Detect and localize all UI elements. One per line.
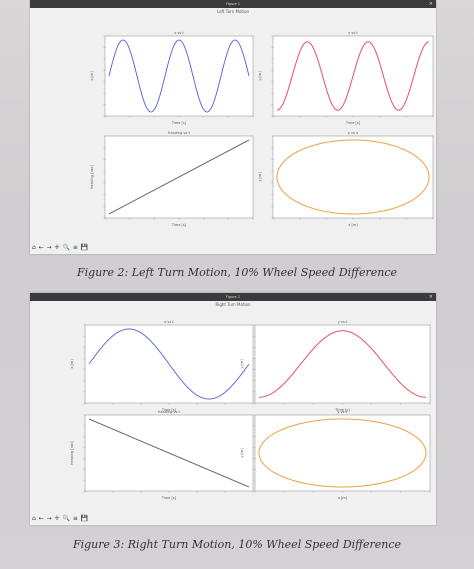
x-axis-label: Time [s] (171, 223, 187, 227)
subplot-y-vs-x: y vs x x [m] y [m] (240, 410, 431, 500)
x-axis-label: Time [s] (345, 121, 361, 125)
figure-window-1: Figure 1 × Left Turn Motion x vs t Time [… (30, 0, 436, 254)
y-axis-label: x [m] (70, 359, 74, 369)
series-line (258, 418, 427, 488)
axes-frame (104, 35, 254, 117)
figure-caption: Figure 3: Right Turn Motion, 10% Wheel S… (72, 538, 402, 551)
plot-toolbar[interactable]: ⌂ ← → ✛ 🔍 ≡ 💾 (32, 515, 89, 522)
plot-grid: x vs t Time [s] x [m] y vs t Time [s] y [m] he… (90, 31, 434, 227)
plot-toolbar[interactable]: ⌂ ← → ✛ 🔍 ≡ 💾 (32, 244, 89, 251)
y-axis-label: x [m] (90, 71, 94, 81)
figure-suptitle: Right Turn Motion (215, 302, 251, 307)
y-axis-label: heading [rad] (90, 164, 94, 188)
subplot-title: heading vs t (168, 131, 190, 135)
subplot-title: y vs x (337, 410, 347, 414)
subplot-x-vs-t: x vs t Time [s] x [m] (70, 320, 254, 412)
series-line (88, 418, 250, 488)
subplot-y-vs-t: y vs t Time [s] y [m] (240, 320, 431, 412)
figure-suptitle: Left Turn Motion (216, 9, 250, 14)
subplot-title: y vs x (348, 131, 358, 135)
axes-frame (272, 135, 434, 219)
y-axis-label: y [m] (240, 359, 244, 369)
subplot-title: x vs t (174, 31, 184, 35)
series-line (88, 328, 250, 400)
series-line (108, 139, 250, 215)
y-axis-label: heading [rad] (70, 440, 74, 464)
x-axis-label: Time [s] (171, 121, 187, 125)
series-line (276, 139, 430, 215)
series-line (276, 41, 430, 111)
subplot-title: y vs t (348, 31, 358, 35)
subplot-heading-vs-t: heading vs t Time [s] heading [rad] (90, 131, 254, 227)
subplot-x-vs-t: x vs t Time [s] x [m] (90, 31, 254, 125)
axes-frame (254, 324, 431, 404)
series-line (108, 39, 250, 113)
window-titlebar: Figure 1 × (30, 0, 436, 8)
window-titlebar: Figure 2 × (30, 293, 436, 301)
x-axis-label: x [m] (338, 496, 348, 500)
window-title: Figure 1 (225, 2, 241, 6)
plot-grid: x vs t Time [s] x [m] y vs t Time [s] y [m] he… (70, 320, 431, 500)
figure-caption: Figure 2: Left Turn Motion, 10% Wheel Sp… (77, 266, 397, 279)
x-axis-label: Time [s] (161, 496, 177, 500)
y-axis-label: y [m] (240, 448, 244, 458)
close-icon[interactable]: × (428, 294, 433, 300)
subplot-y-vs-t: y vs t Time [s] y [m] (258, 31, 434, 125)
window-title: Figure 2 (225, 295, 241, 299)
y-axis-label: y [m] (258, 172, 262, 182)
close-icon[interactable]: × (428, 1, 433, 7)
subplot-title: y vs t (338, 320, 348, 324)
y-axis-label: y [m] (258, 71, 262, 81)
axes-frame (254, 414, 431, 492)
subplot-title: x vs t (164, 320, 174, 324)
series-line (258, 330, 427, 398)
x-axis-label: x [m] (348, 223, 358, 227)
subplot-title: heading vs t (158, 410, 180, 414)
x-axis-label: Time [s] (334, 408, 350, 412)
x-axis-label: Time [s] (161, 408, 177, 412)
figure-window-2: Figure 2 × Right Turn Motion x vs t Time … (30, 293, 436, 525)
subplot-y-vs-x: y vs x x [m] y [m] (258, 131, 434, 227)
